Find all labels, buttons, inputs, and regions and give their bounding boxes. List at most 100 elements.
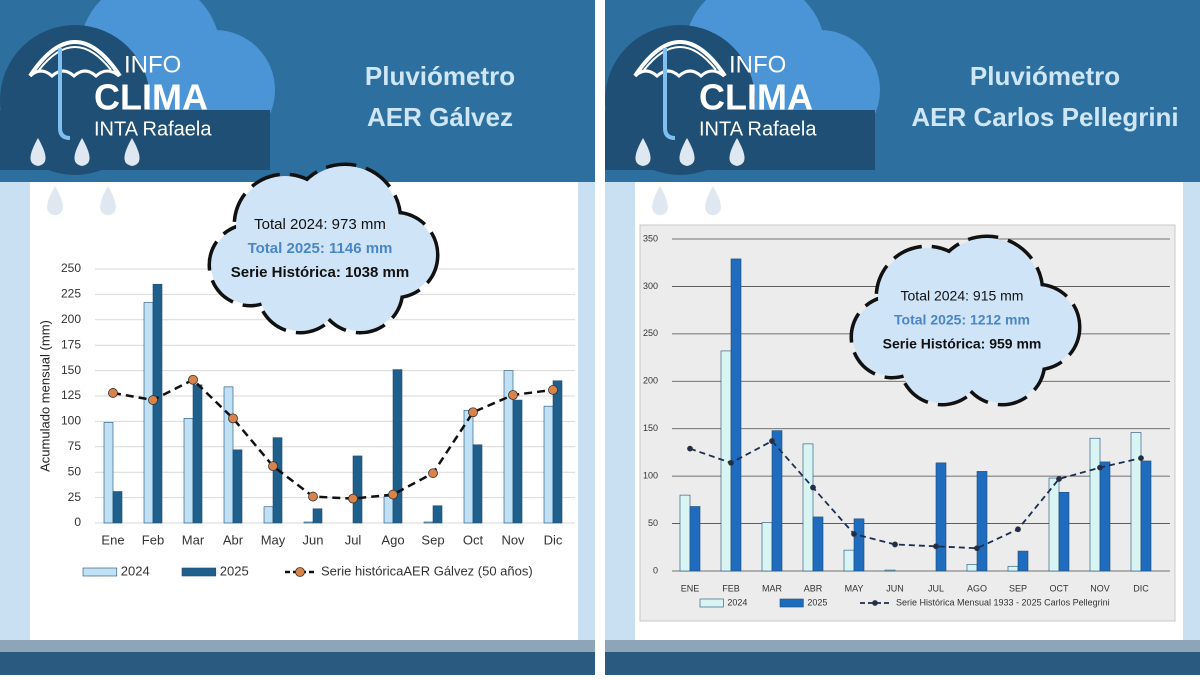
bar [432,505,443,524]
legend-label: Serie históricaAER Gálvez (50 años) [321,563,533,578]
y-tick-label: 150 [61,363,81,377]
logo-org: INTA Rafaela [699,118,817,140]
line-marker [974,545,980,552]
logo-handle [58,48,71,140]
x-tick-label: Dic [544,532,563,547]
logo-umbrella [38,46,112,71]
bar [352,455,363,524]
x-tick-label: May [261,532,286,547]
legend-label: 2024 [121,563,150,578]
logo-org: INTA Rafaela [94,118,212,140]
rain-drop [100,186,116,216]
bar [383,496,394,524]
footer-line [0,640,595,652]
line-marker [1056,476,1062,482]
bar [263,506,274,524]
logo-umbrella [28,69,120,79]
line-marker [188,374,198,385]
y-tick-label: 100 [643,471,658,481]
rain-drop [124,138,140,166]
rain-drop [652,186,668,216]
line-series [112,378,554,500]
line-marker [728,459,734,466]
y-tick-label: 75 [68,439,82,453]
bar [884,569,896,572]
rain-drop [74,138,90,166]
x-tick-label: Feb [142,532,164,547]
annotation-text: Total 2025: 1212 mm [894,312,1030,328]
bar [512,399,523,524]
logo-umbrella [633,69,725,79]
y-tick-label: 25 [68,490,82,504]
annotation-text: Serie Histórica: 959 mm [883,336,1042,352]
bar [312,508,323,524]
line-marker [1138,455,1144,462]
line-marker [1097,464,1103,471]
bar [976,471,988,572]
line-marker [268,461,278,472]
line-marker [308,491,318,502]
y-tick-label: 0 [653,565,658,575]
bar [103,422,114,524]
logo-umbrella [28,40,122,78]
x-tick-label: Sep [421,532,444,547]
x-tick-label: OCT [1050,583,1070,593]
footer-band [605,652,1200,675]
bar [232,449,243,524]
bar [843,549,855,572]
y-tick-label: 250 [643,328,658,338]
legend-swatch [82,567,118,577]
bar [392,369,403,524]
bar [223,386,234,524]
bar [1099,461,1111,572]
annotation-text: Total 2024: 973 mm [254,216,386,233]
annotation-cloud [319,249,401,331]
line-marker [468,407,478,418]
y-tick-label: 150 [643,423,658,433]
x-tick-label: NOV [1090,583,1110,593]
bar [463,409,474,524]
line-marker [687,445,693,452]
legend-label: 2024 [727,597,747,607]
bar [966,564,978,572]
logo-handle [663,48,676,140]
panel-title: Pluviómetro [970,61,1120,91]
line-marker [933,543,939,550]
y-axis-label: Acumulado mensual (mm) [37,320,52,472]
annotation-text: Serie Histórica: 1038 mm [231,264,409,281]
x-tick-label: AGO [967,583,987,593]
bar [192,384,203,524]
bar [853,518,865,572]
x-tick-label: Oct [463,532,484,547]
annotation-cloud [961,321,1043,403]
x-tick-label: MAR [762,583,783,593]
x-tick-label: ENE [681,583,700,593]
legend-label: 2025 [807,597,827,607]
logo-info: INFO [729,51,786,78]
logo-clima: CLIMA [699,77,813,118]
rain-drop [30,138,46,166]
bar [730,258,742,572]
legend-label: 2025 [220,563,249,578]
rain-drop [47,186,63,216]
rain-drop [729,138,745,166]
x-tick-label: MAY [845,583,864,593]
bar [802,443,814,572]
bar [1089,437,1101,572]
legend-swatch [181,567,217,577]
y-tick-label: 100 [61,414,81,428]
legend-swatch [699,598,724,608]
x-tick-label: FEB [722,583,740,593]
y-tick-label: 50 [68,464,82,478]
x-tick-label: Mar [182,532,205,547]
bar [689,506,701,572]
x-tick-label: JUN [886,583,904,593]
line-marker [148,395,158,405]
y-tick-label: 200 [643,376,658,386]
line-marker [892,541,898,548]
line-marker [851,531,857,537]
line-marker [810,484,816,491]
line-marker [348,493,358,504]
bar [761,522,773,572]
annotation-text: Total 2025: 1146 mm [248,240,393,257]
